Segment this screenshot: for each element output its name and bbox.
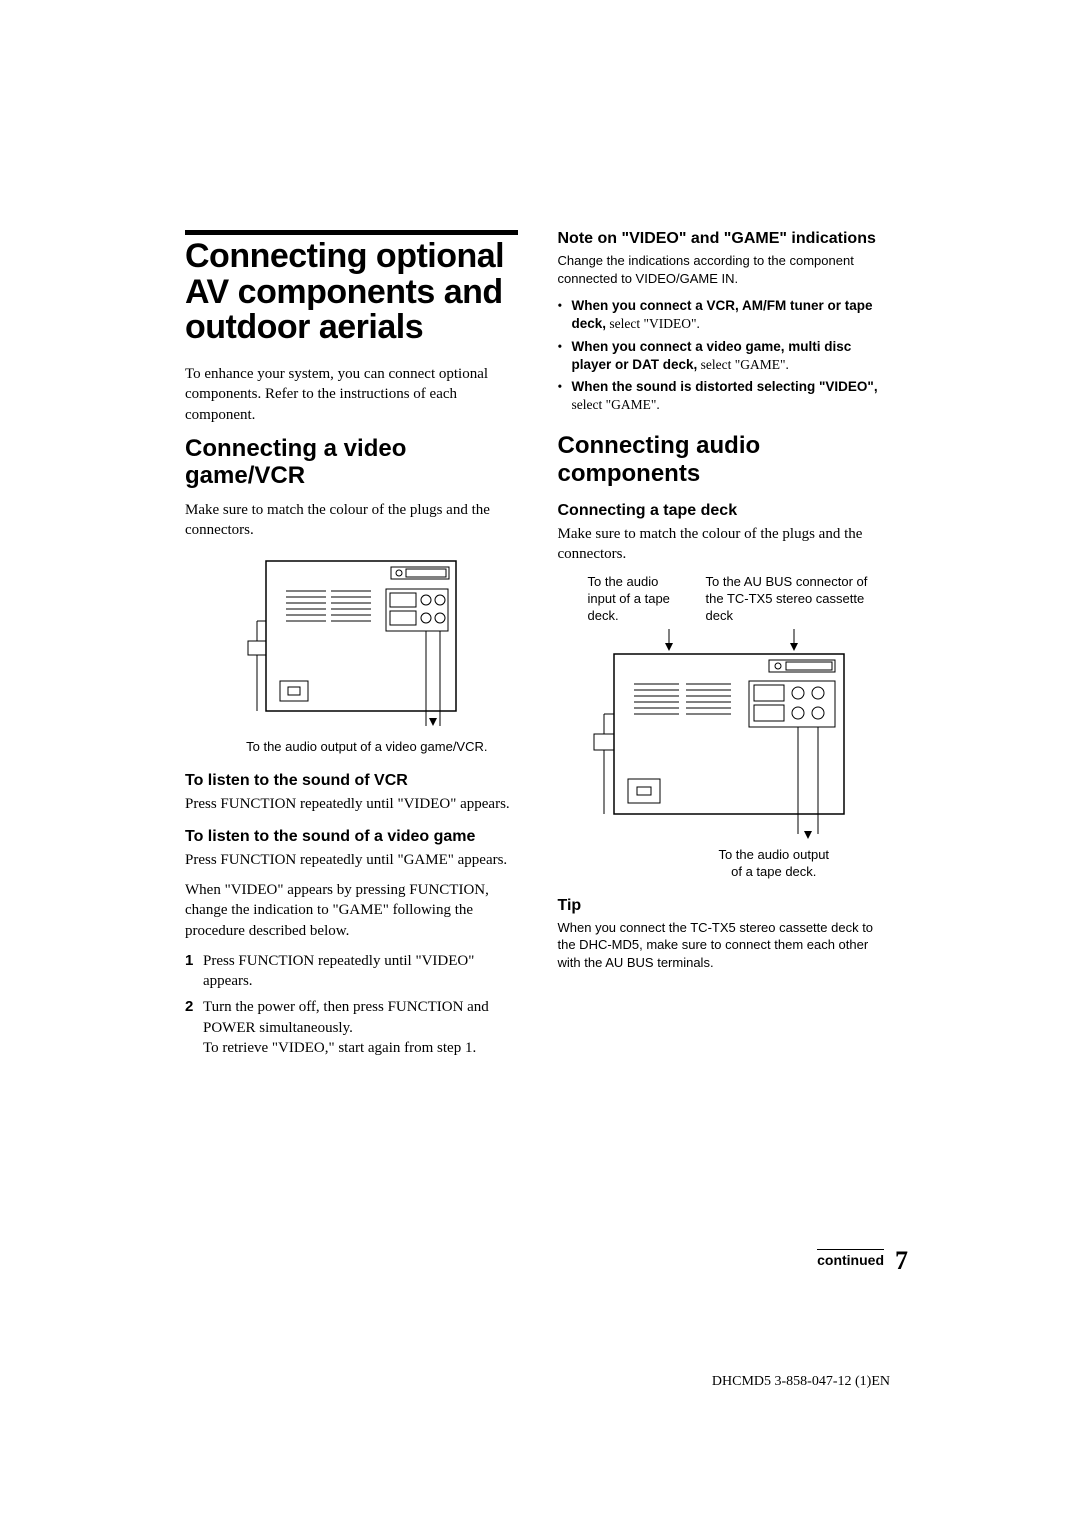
section-vcr-heading: Connecting a video game/VCR (185, 435, 518, 490)
tapedeck-heading: Connecting a tape deck (558, 502, 891, 520)
tapedeck-diagram (574, 629, 874, 839)
tapedeck-caption-line1: To the audio output (658, 847, 891, 864)
note-heading: Note on "VIDEO" and "GAME" indications (558, 230, 891, 248)
tapedeck-bottom-caption: To the audio output of a tape deck. (658, 847, 891, 881)
page-number: 7 (895, 1246, 908, 1276)
diagram-label-left: To the audio input of a tape deck. (588, 574, 688, 625)
diagram-top-labels: To the audio input of a tape deck. To th… (588, 574, 891, 625)
tapedeck-caption-line2: of a tape deck. (658, 864, 891, 881)
section-audio-heading: Connecting audio components (558, 432, 891, 487)
listen-vcr-body: Press FUNCTION repeatedly until "VIDEO" … (185, 794, 518, 814)
continued-label: continued (817, 1249, 884, 1268)
step-1: Press FUNCTION repeatedly until "VIDEO" … (185, 951, 518, 992)
bullet-1: When you connect a VCR, AM/FM tuner or t… (558, 297, 891, 333)
vcr-diagram (226, 551, 476, 731)
intro-text: To enhance your system, you can connect … (185, 364, 518, 425)
main-title: Connecting optional AV components and ou… (185, 239, 518, 346)
step-2: Turn the power off, then press FUNCTION … (185, 997, 518, 1058)
tip-body: When you connect the TC-TX5 stereo casse… (558, 919, 891, 972)
listen-vcr-heading: To listen to the sound of VCR (185, 772, 518, 790)
bullet-2-rest: select "GAME". (697, 357, 789, 372)
bullet-3-bold: When the sound is distorted selecting "V… (572, 379, 878, 394)
bullet-3-rest: select "GAME". (572, 397, 660, 412)
vcr-body: Make sure to match the colour of the plu… (185, 500, 518, 541)
footer-text: DHCMD5 3-858-047-12 (1)EN (712, 1374, 890, 1390)
tapedeck-body: Make sure to match the colour of the plu… (558, 524, 891, 565)
note-body: Change the indications according to the … (558, 252, 891, 287)
title-rule (185, 230, 518, 235)
vcr-diagram-caption: To the audio output of a video game/VCR. (185, 739, 488, 754)
note-bullets: When you connect a VCR, AM/FM tuner or t… (558, 297, 891, 414)
listen-game-heading: To listen to the sound of a video game (185, 828, 518, 846)
bullet-3: When the sound is distorted selecting "V… (558, 378, 891, 414)
steps-list: Press FUNCTION repeatedly until "VIDEO" … (185, 951, 518, 1058)
listen-game-body-2: When "VIDEO" appears by pressing FUNCTIO… (185, 880, 518, 941)
listen-game-body-1: Press FUNCTION repeatedly until "GAME" a… (185, 850, 518, 870)
diagram-label-right: To the AU BUS connector of the TC-TX5 st… (706, 574, 886, 625)
bullet-1-rest: select "VIDEO". (606, 316, 700, 331)
bullet-2: When you connect a video game, multi dis… (558, 338, 891, 374)
tip-heading: Tip (558, 897, 891, 915)
